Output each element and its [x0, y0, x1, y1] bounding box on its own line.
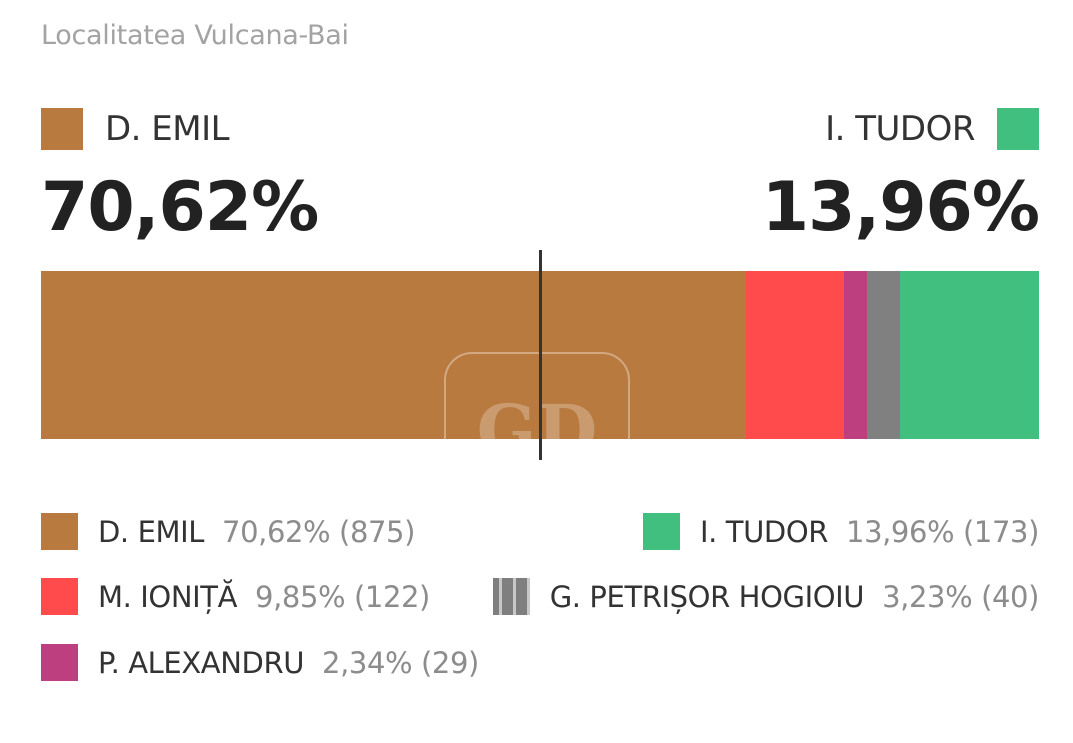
bar-segment-i-tudor — [900, 271, 1039, 439]
legend-item-p-alexandru: P. ALEXANDRU 2,34% (29) — [41, 644, 479, 681]
legend-name: D. EMIL — [98, 514, 205, 549]
stacked-bar — [41, 271, 1039, 439]
legend-name: I. TUDOR — [699, 514, 829, 549]
chart-subtitle: Localitatea Vulcana-Bai — [41, 20, 349, 51]
legend-name: M. IONIȚĂ — [98, 579, 238, 614]
bar-segment-p-alexandru — [844, 271, 867, 439]
majority-midline — [538, 250, 542, 460]
leader-right-percent: 13,96% — [761, 168, 1040, 247]
legend-item-i-tudor: I. TUDOR 13,96% (173) — [642, 513, 1039, 550]
watermark-text: GD — [476, 389, 598, 459]
leader-right-swatch — [997, 108, 1039, 150]
legend-value: 13,96% (173) — [846, 514, 1039, 549]
bar-segment-g-petri-or-hogioiu — [867, 271, 900, 439]
leader-left-swatch — [41, 108, 83, 150]
leader-right-name: I. TUDOR — [825, 109, 975, 149]
legend-value: 70,62% (875) — [222, 514, 416, 549]
leader-left-name: D. EMIL — [105, 109, 230, 149]
leader-right: I. TUDOR — [825, 108, 1039, 150]
legend-name: P. ALEXANDRU — [98, 645, 305, 680]
leader-left-percent: 70,62% — [41, 168, 319, 247]
legend-swatch — [492, 578, 530, 615]
legend-value: 9,85% (122) — [255, 579, 430, 614]
legend-swatch — [41, 644, 78, 681]
legend-item-g-petrisor-hogioiu: G. PETRIȘOR HOGIOIU 3,23% (40) — [492, 578, 1039, 615]
legend-swatch — [642, 513, 680, 550]
legend-swatch — [41, 513, 78, 550]
bar-segment-d-emil — [41, 271, 746, 439]
bar-segment-m-ioni — [746, 271, 844, 439]
legend-value: 2,34% (29) — [322, 645, 479, 680]
legend-name: G. PETRIȘOR HOGIOIU — [549, 579, 865, 614]
watermark-logo: GD — [444, 352, 630, 458]
legend-item-m-ionita: M. IONIȚĂ 9,85% (122) — [41, 578, 430, 615]
legend-item-d-emil: D. EMIL 70,62% (875) — [41, 513, 415, 550]
leader-left: D. EMIL — [41, 108, 230, 150]
legend-value: 3,23% (40) — [882, 579, 1039, 614]
legend-swatch — [41, 578, 78, 615]
